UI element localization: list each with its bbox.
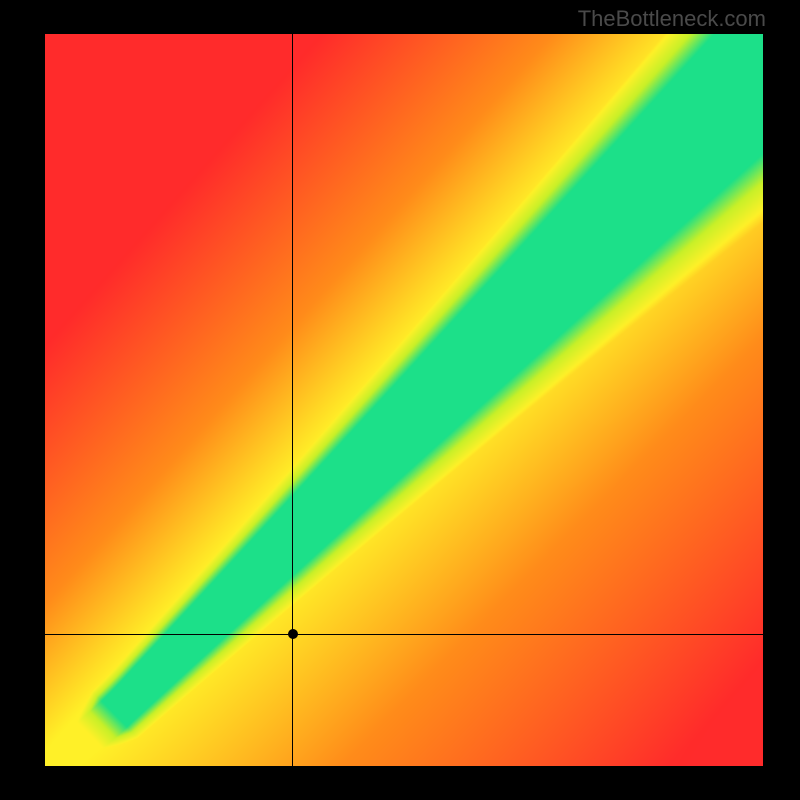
crosshair-marker xyxy=(288,629,298,639)
heatmap-canvas xyxy=(45,34,763,766)
plot-area xyxy=(45,34,763,766)
crosshair-horizontal xyxy=(45,634,763,635)
chart-container: TheBottleneck.com xyxy=(0,0,800,800)
crosshair-vertical xyxy=(292,34,293,766)
watermark-text: TheBottleneck.com xyxy=(578,6,766,32)
